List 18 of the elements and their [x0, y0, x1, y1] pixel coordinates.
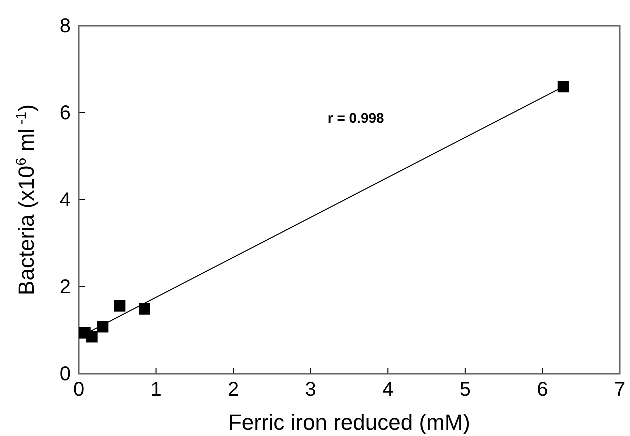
y-tick-label: 4	[60, 189, 71, 212]
y-tick-label: 8	[60, 15, 71, 38]
x-tick-label: 6	[537, 379, 548, 402]
point	[86, 331, 98, 343]
y-tick-label: 2	[60, 276, 71, 298]
x-tick-label: 3	[305, 379, 316, 402]
point	[558, 81, 570, 93]
x-tick-label: 7	[614, 379, 626, 402]
point	[138, 303, 150, 315]
point	[114, 300, 126, 312]
y-tick-label: 0	[60, 363, 71, 386]
x-tick-label: 4	[382, 379, 394, 402]
annotation: r = 0.998	[328, 110, 385, 126]
x-axis-title: Ferric iron reduced (mM)	[228, 410, 471, 435]
y-tick-label: 6	[60, 102, 71, 124]
x-tick-label: 2	[228, 379, 240, 402]
x-tick-label: 5	[460, 379, 471, 402]
x-tick-label: 1	[150, 379, 162, 402]
